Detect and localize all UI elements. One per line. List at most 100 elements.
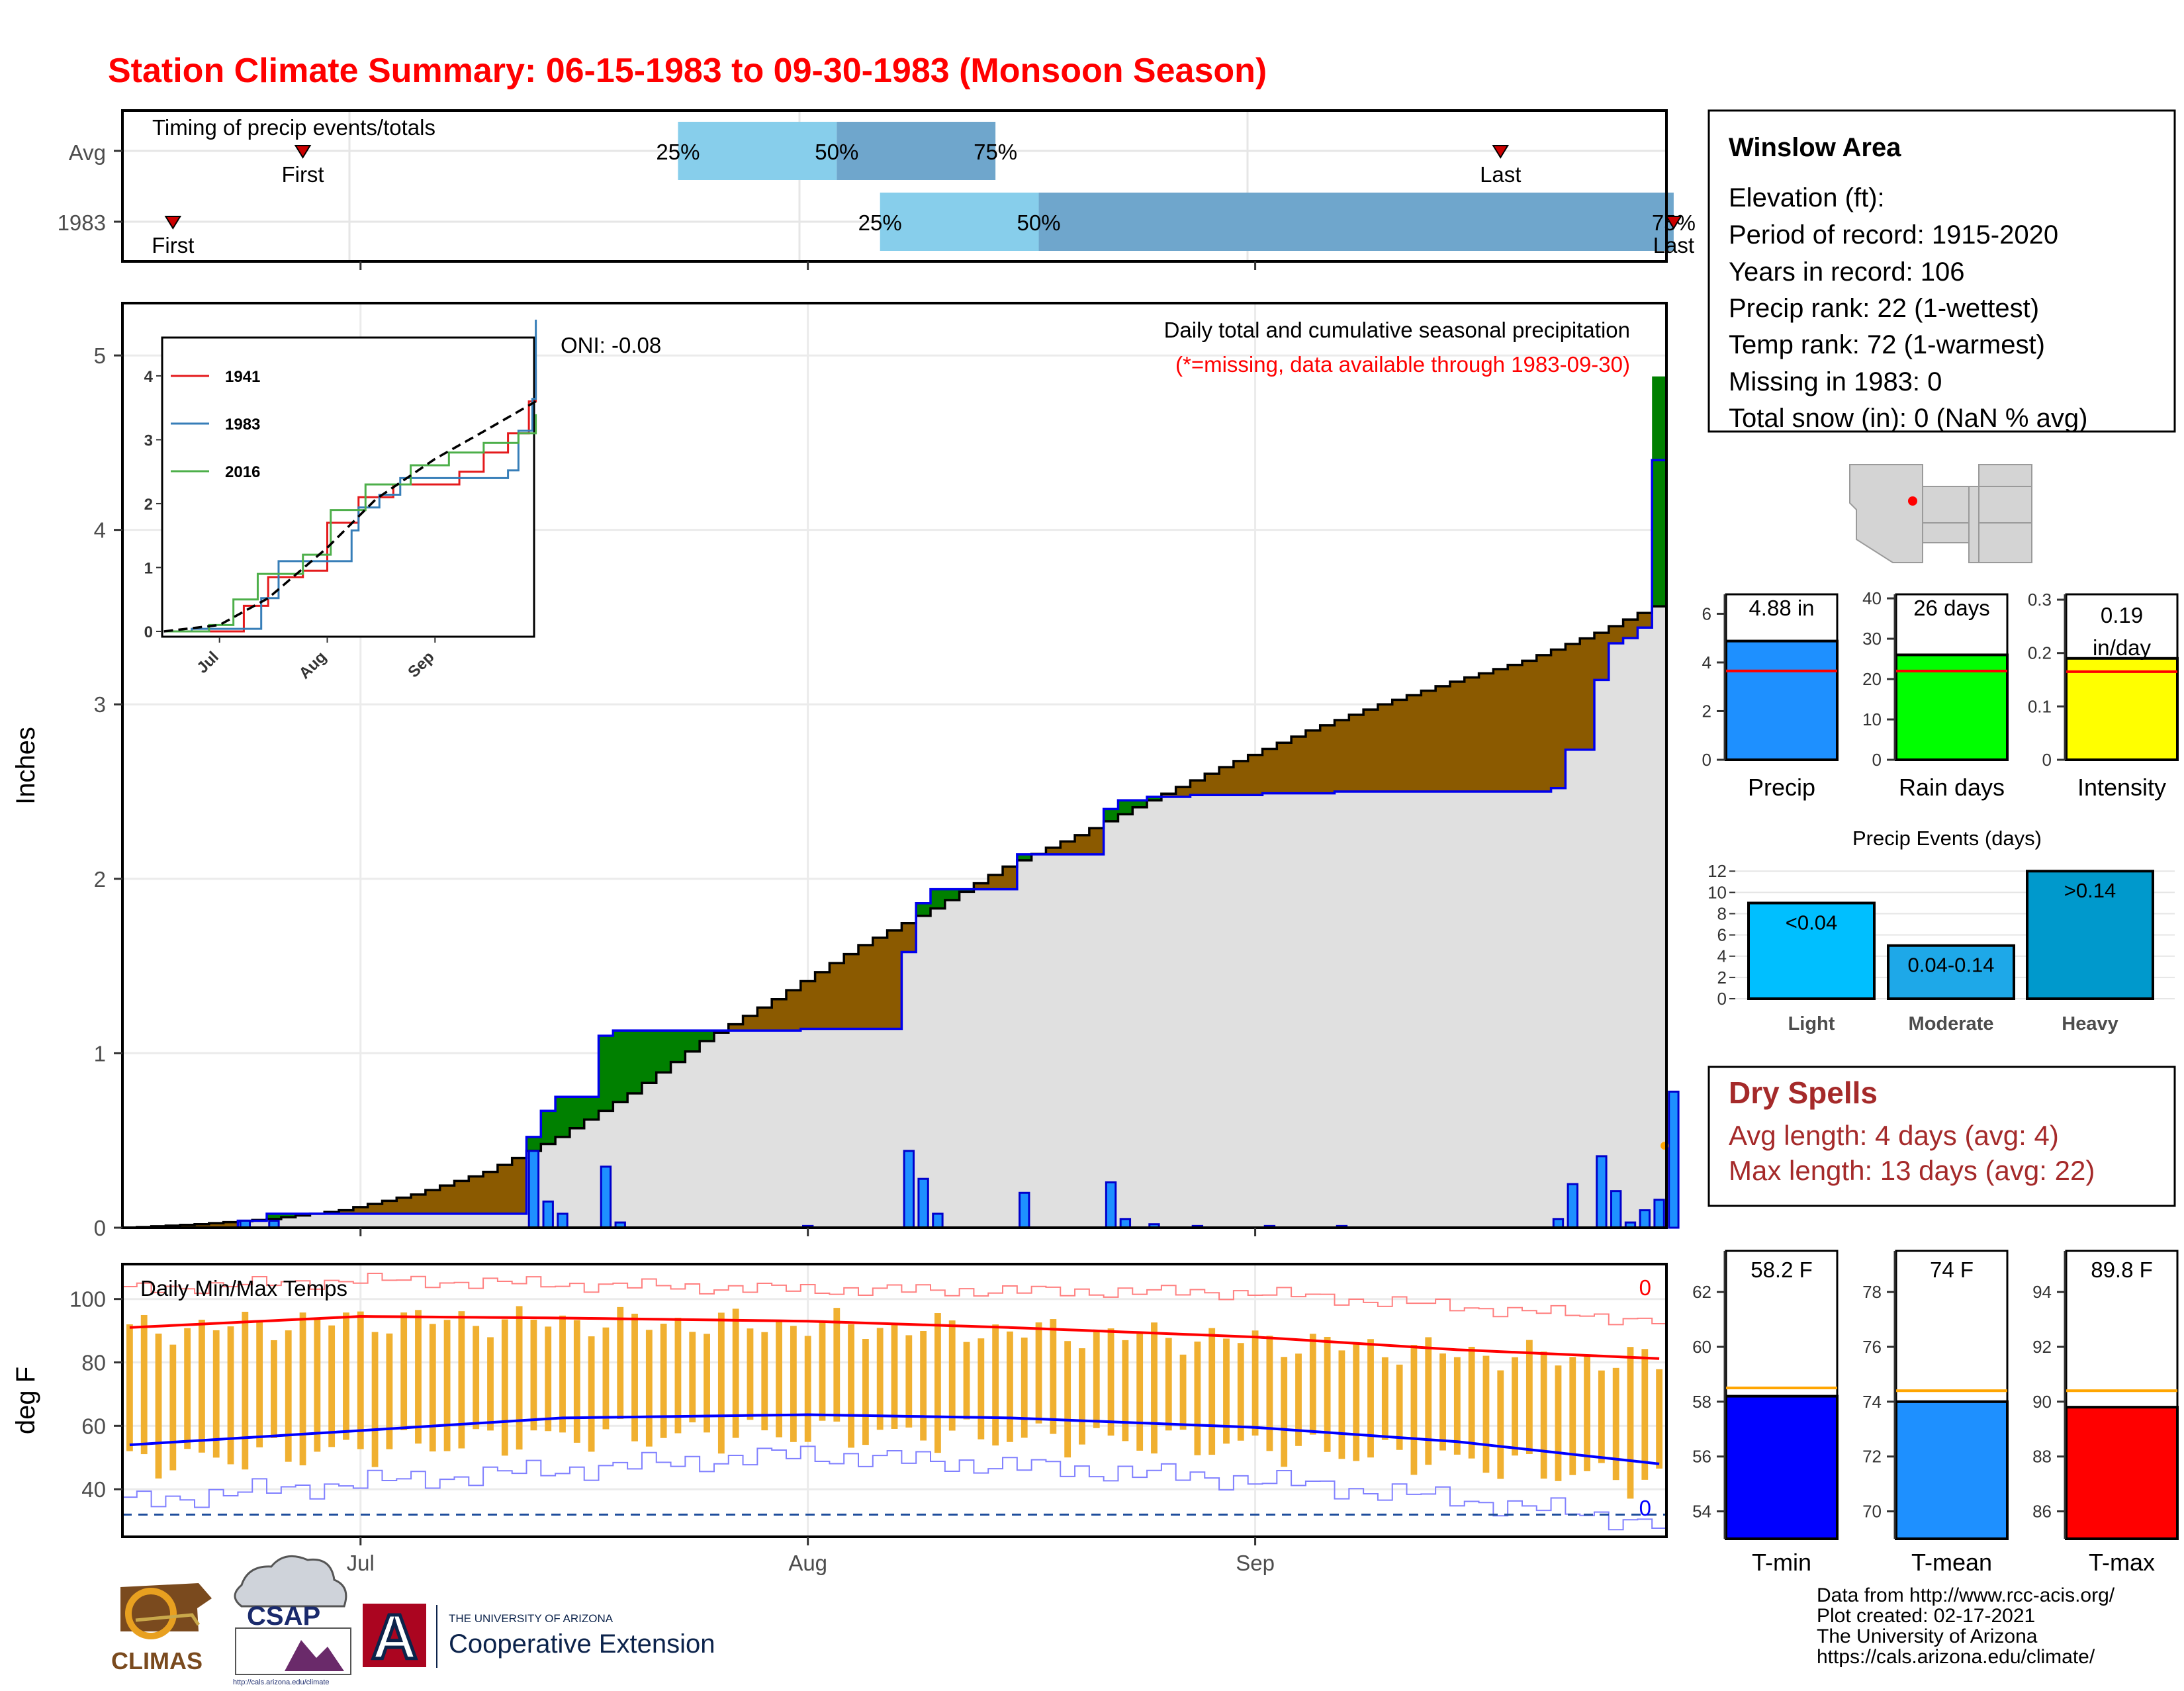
y-tick-label: 5 bbox=[94, 343, 106, 368]
daily-temp-bar bbox=[1512, 1357, 1518, 1456]
avg-max-line bbox=[129, 1315, 1660, 1360]
y-tick-label: 0.3 bbox=[2028, 590, 2052, 610]
daily-temp-bar bbox=[689, 1332, 696, 1423]
daily-precip-bar bbox=[1610, 1190, 1622, 1229]
daily-temp-bar bbox=[704, 1334, 710, 1433]
y-tick-label: 0 bbox=[1717, 989, 1727, 1009]
ua-extension-logo: A THE UNIVERSITY OF ARIZONA Cooperative … bbox=[363, 1600, 715, 1674]
temp-summary-t-mean: 70 72 74 76 78 74 F T-mean bbox=[1862, 1250, 2009, 1576]
month-label: Jul bbox=[347, 1551, 375, 1575]
arizona-map-icon bbox=[1843, 461, 2034, 564]
y-tick-label: 40 bbox=[81, 1477, 106, 1502]
daily-temp-bar bbox=[1338, 1350, 1345, 1459]
daily-temp-bar bbox=[1569, 1357, 1576, 1475]
inset-series-2016 bbox=[163, 414, 537, 633]
y-tick-label: 4 bbox=[94, 518, 106, 543]
legend-label: 1983 bbox=[225, 416, 260, 434]
summary-bar bbox=[1895, 653, 2009, 762]
daily-temp-bar bbox=[1410, 1345, 1418, 1475]
quartile-bar-50-75 bbox=[837, 122, 996, 180]
y-tick-label: 0.2 bbox=[2028, 643, 2052, 663]
daily-temp-bar bbox=[804, 1336, 811, 1442]
daily-temp-bar bbox=[1281, 1357, 1288, 1467]
y-tick-label: 100 bbox=[69, 1287, 106, 1312]
quartile-label: 25% bbox=[858, 210, 902, 235]
daily-temp-bar bbox=[747, 1328, 754, 1420]
daily-temp-bar bbox=[1353, 1344, 1360, 1461]
daily-temp-bar bbox=[487, 1337, 494, 1431]
daily-temp-bar bbox=[386, 1333, 393, 1449]
daily-temp-bar bbox=[588, 1336, 595, 1452]
month-label: Aug bbox=[788, 1551, 827, 1575]
daily-temp-bar bbox=[299, 1312, 306, 1466]
ua-a-icon: A bbox=[371, 1602, 417, 1672]
daily-temp-bar bbox=[199, 1319, 205, 1453]
dry-spells-max: Max length: 13 days (avg: 22) bbox=[1729, 1155, 2095, 1186]
daily-precip-bar bbox=[1639, 1209, 1651, 1229]
daily-temp-bar bbox=[271, 1340, 277, 1438]
daily-temp-bar bbox=[1367, 1339, 1374, 1458]
daily-temp-bar bbox=[1165, 1338, 1172, 1431]
daily-temp-bar bbox=[343, 1312, 349, 1440]
main-y-label: Inches bbox=[11, 727, 40, 805]
daily-temp-bar bbox=[761, 1332, 768, 1431]
csap-wordmark: CSAP bbox=[247, 1602, 320, 1631]
daily-temp-bar bbox=[242, 1311, 249, 1470]
dry-spells-title: Dry Spells bbox=[1729, 1075, 1878, 1110]
daily-temp-bar bbox=[1194, 1342, 1201, 1455]
daily-temp-bar bbox=[674, 1318, 682, 1434]
category-label: T-mean bbox=[1911, 1549, 1992, 1576]
inset-series-1941 bbox=[163, 369, 537, 633]
legend-label: 1941 bbox=[225, 368, 260, 386]
quartile-label: 25% bbox=[656, 140, 700, 164]
legend-label: 2016 bbox=[225, 463, 260, 481]
event-bar-label: 0.04-0.14 bbox=[1908, 954, 1995, 977]
y-tick-label: 76 bbox=[1862, 1337, 1882, 1357]
y-tick-label: 0 bbox=[2042, 750, 2052, 770]
y-tick-label: 8 bbox=[1717, 903, 1727, 923]
daily-temp-bar bbox=[1525, 1340, 1533, 1455]
y-tick-label: 40 bbox=[1862, 588, 1882, 608]
daily-temp-bar bbox=[978, 1338, 985, 1440]
last-event-label: Last bbox=[1653, 233, 1694, 257]
daily-temp-bar bbox=[1295, 1353, 1302, 1446]
daily-temp-bar bbox=[1453, 1357, 1461, 1455]
daily-temp-bar bbox=[429, 1324, 436, 1452]
daily-temp-bar bbox=[602, 1327, 610, 1430]
daily-temp-bar bbox=[1266, 1336, 1273, 1451]
y-tick-label: 10 bbox=[1862, 709, 1882, 729]
event-bar-label: <0.04 bbox=[1786, 911, 1837, 934]
daily-temp-bar bbox=[314, 1318, 321, 1452]
y-tick-label: 92 bbox=[2032, 1337, 2052, 1357]
normal-fill-area bbox=[122, 606, 1666, 1228]
daily-precip-bar bbox=[903, 1150, 915, 1229]
daily-temp-bar bbox=[169, 1344, 177, 1471]
daily-temp-bar bbox=[1179, 1354, 1187, 1430]
event-category: Heavy bbox=[2062, 1013, 2118, 1034]
y-tick-label: 78 bbox=[1862, 1282, 1882, 1302]
record-max-line bbox=[122, 1272, 1666, 1326]
info-line: Temp rank: 72 (1-warmest) bbox=[1729, 330, 2045, 359]
daily-temp-bar bbox=[833, 1308, 841, 1422]
temp-count-bottom: 0 bbox=[1639, 1496, 1651, 1520]
climas-wordmark: CLIMAS bbox=[111, 1647, 203, 1674]
info-line: Missing in 1983: 0 bbox=[1729, 367, 1942, 396]
summary-value: 26 days bbox=[1913, 596, 1990, 620]
y-tick-label: 2 bbox=[1702, 701, 1711, 721]
daily-temp-bar bbox=[415, 1310, 422, 1444]
daily-temp-bar bbox=[934, 1313, 941, 1453]
summary-bar bbox=[2065, 657, 2179, 761]
event-bar bbox=[1887, 944, 2015, 1001]
first-event-label: First bbox=[281, 162, 324, 187]
daily-temp-bar bbox=[920, 1330, 927, 1441]
info-line: Precip rank: 22 (1-wettest) bbox=[1729, 294, 2039, 323]
credit-line: Data from http://www.rcc-acis.org/ bbox=[1817, 1584, 2115, 1606]
daily-temp-bar bbox=[1555, 1365, 1562, 1481]
page-title: Station Climate Summary: 06-15-1983 to 0… bbox=[108, 52, 1267, 90]
summary-panel-rain-days: 0 10 20 30 40 Rain days 26 days bbox=[1862, 588, 2009, 801]
daily-temp-bar bbox=[443, 1320, 451, 1451]
daily-temp-bar bbox=[1151, 1322, 1158, 1454]
y-tick-label: 72 bbox=[1862, 1447, 1882, 1467]
csap-logo: CSAP http://cals.arizona.edu/climate bbox=[233, 1555, 351, 1686]
daily-temp-bar bbox=[1656, 1369, 1663, 1469]
